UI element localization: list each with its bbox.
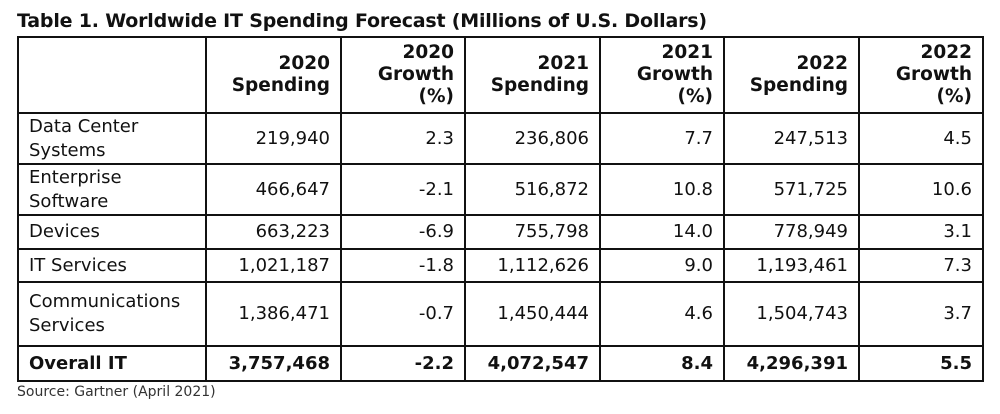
growth-2021-cell: 4.6 [599,281,725,347]
spending-2020-cell: 466,647 [205,163,342,216]
growth-2022-cell: 10.6 [858,163,984,216]
growth-2020-cell: -0.7 [340,281,466,347]
spending-2020-cell: 663,223 [205,214,342,250]
spending-2021-cell: 755,798 [464,214,601,250]
growth-2020-cell: -6.9 [340,214,466,250]
growth-2022-cell: 3.7 [858,281,984,347]
spending-2021-cell: 1,112,626 [464,248,601,283]
spending-2022-cell: 247,513 [723,112,860,165]
growth-2021-cell: 9.0 [599,248,725,283]
growth-2022-cell: 5.5 [858,345,984,382]
header-segment [17,36,207,114]
growth-2021-cell: 7.7 [599,112,725,165]
growth-2020-cell: -1.8 [340,248,466,283]
segment-cell: Devices [17,214,207,250]
growth-2021-cell: 10.8 [599,163,725,216]
source-note: Source: Gartner (April 2021) [17,384,216,400]
table-row: Enterprise Software 466,647 -2.1 516,872 … [17,163,984,216]
spending-2021-cell: 4,072,547 [464,345,601,382]
growth-2022-cell: 7.3 [858,248,984,283]
growth-2020-cell: -2.1 [340,163,466,216]
growth-2021-cell: 8.4 [599,345,725,382]
spending-2021-cell: 516,872 [464,163,601,216]
header-2020-growth: 2020 Growth (%) [340,36,466,114]
header-2021-spending: 2021 Spending [464,36,601,114]
header-2022-growth: 2022 Growth (%) [858,36,984,114]
spending-2022-cell: 1,504,743 [723,281,860,347]
segment-cell: Communications Services [17,281,207,347]
header-2022-spending: 2022 Spending [723,36,860,114]
total-row: Overall IT 3,757,468 -2.2 4,072,547 8.4 … [17,345,984,382]
segment-cell: IT Services [17,248,207,283]
spending-2022-cell: 778,949 [723,214,860,250]
growth-2021-cell: 14.0 [599,214,725,250]
spending-2021-cell: 1,450,444 [464,281,601,347]
table-row: Data Center Systems 219,940 2.3 236,806 7… [17,112,984,165]
spending-2022-cell: 571,725 [723,163,860,216]
spending-2020-cell: 219,940 [205,112,342,165]
growth-2022-cell: 3.1 [858,214,984,250]
table-row: IT Services 1,021,187 -1.8 1,112,626 9.0… [17,248,984,283]
header-row: 2020 Spending 2020 Growth (%) 2021 Spending … [17,36,984,114]
spending-2020-cell: 1,021,187 [205,248,342,283]
table-row: Devices 663,223 -6.9 755,798 14.0 778,94… [17,214,984,250]
segment-cell: Data Center Systems [17,112,207,165]
table-row: Communications Services 1,386,471 -0.7 1,… [17,281,984,347]
it-spending-table: 2020 Spending 2020 Growth (%) 2021 Spending … [17,36,984,382]
spending-2021-cell: 236,806 [464,112,601,165]
spending-2020-cell: 1,386,471 [205,281,342,347]
spending-2020-cell: 3,757,468 [205,345,342,382]
table-title: Table 1. Worldwide IT Spending Forecast … [17,10,707,32]
segment-cell: Enterprise Software [17,163,207,216]
spending-2022-cell: 4,296,391 [723,345,860,382]
growth-2020-cell: -2.2 [340,345,466,382]
spending-2022-cell: 1,193,461 [723,248,860,283]
growth-2020-cell: 2.3 [340,112,466,165]
segment-cell: Overall IT [17,345,207,382]
header-2020-spending: 2020 Spending [205,36,342,114]
growth-2022-cell: 4.5 [858,112,984,165]
header-2021-growth: 2021 Growth (%) [599,36,725,114]
